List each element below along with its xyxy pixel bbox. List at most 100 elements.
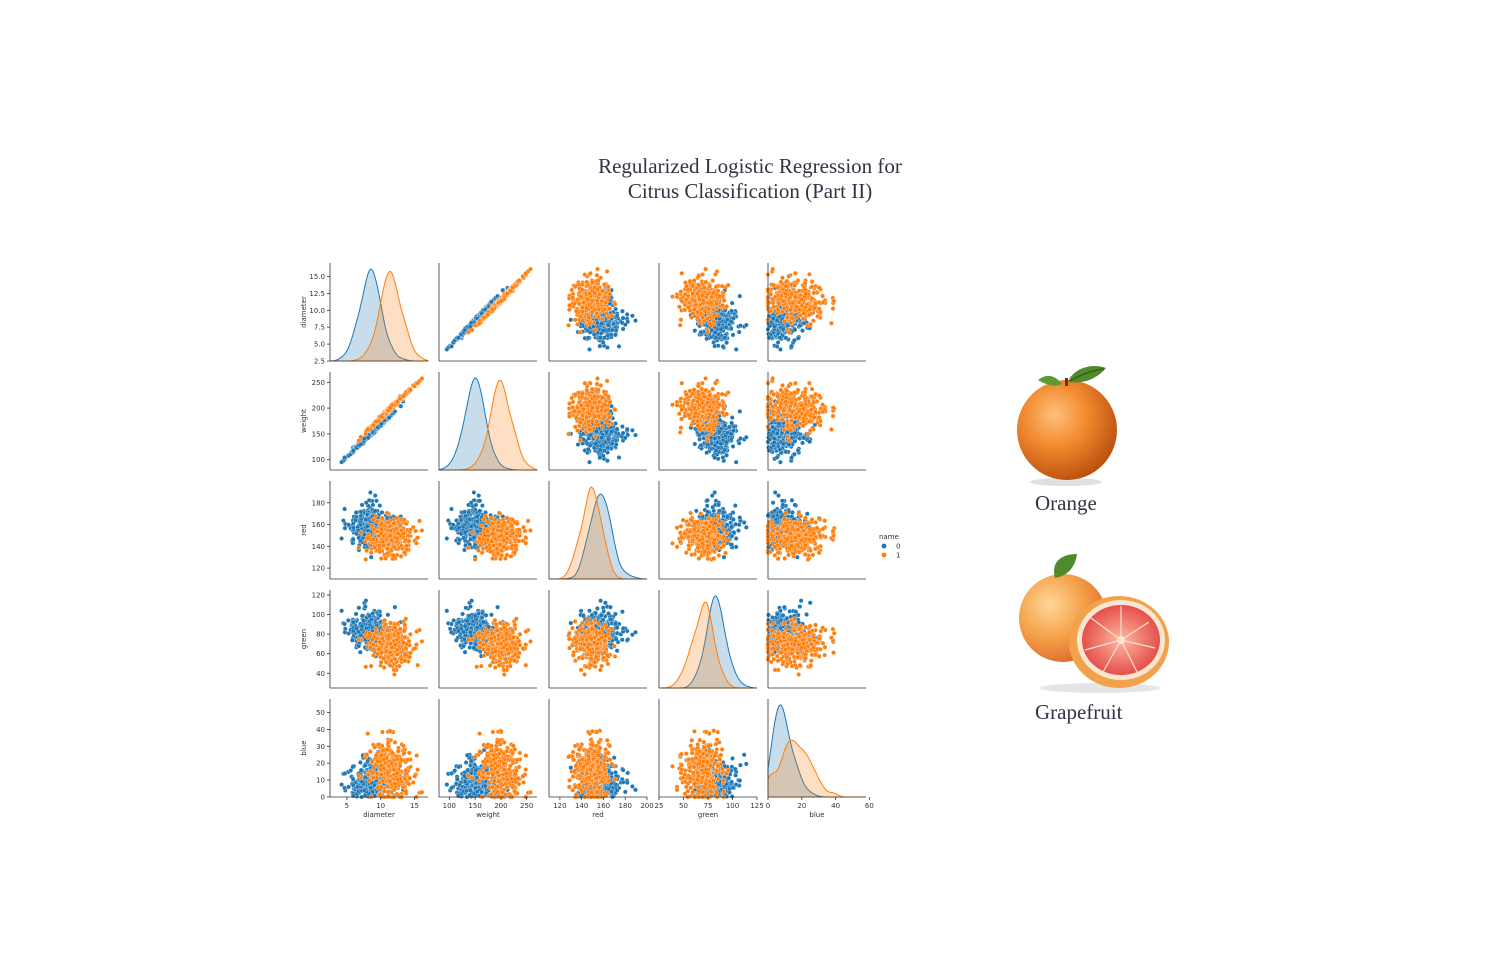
point-class-1 — [578, 313, 583, 319]
point-class-1 — [691, 387, 697, 393]
point-class-0 — [738, 323, 743, 329]
point-class-1 — [711, 399, 716, 405]
point-class-0 — [737, 409, 743, 414]
point-class-1 — [685, 400, 691, 406]
point-class-1 — [807, 307, 813, 312]
point-class-1 — [678, 289, 684, 295]
point-class-0 — [585, 446, 591, 452]
point-class-1 — [771, 282, 777, 288]
point-class-0 — [792, 451, 797, 457]
point-class-0 — [712, 443, 718, 448]
point-class-1 — [603, 311, 609, 317]
point-class-1 — [356, 438, 362, 443]
point-class-1 — [794, 314, 800, 320]
point-class-0 — [774, 431, 780, 436]
point-class-0 — [728, 431, 734, 437]
point-class-0 — [792, 337, 797, 343]
point-class-1 — [711, 290, 716, 296]
point-class-1 — [788, 307, 793, 313]
point-class-1 — [776, 301, 782, 306]
point-class-1 — [679, 270, 685, 276]
point-class-1 — [687, 278, 693, 284]
point-class-1 — [606, 315, 611, 321]
point-class-0 — [772, 324, 777, 330]
point-class-0 — [614, 313, 620, 319]
point-class-1 — [674, 402, 680, 408]
point-class-1 — [713, 380, 718, 386]
point-class-1 — [715, 288, 721, 294]
point-class-1 — [567, 414, 572, 419]
point-class-1 — [690, 419, 696, 424]
point-class-1 — [788, 320, 793, 326]
point-class-1 — [711, 414, 716, 419]
point-class-1 — [584, 415, 590, 420]
point-class-1 — [587, 427, 593, 432]
point-class-0 — [350, 448, 356, 453]
point-class-1 — [692, 405, 697, 411]
point-class-0 — [738, 436, 743, 441]
point-class-0 — [597, 343, 603, 349]
point-class-1 — [371, 422, 376, 428]
point-class-1 — [786, 273, 792, 279]
point-class-1 — [589, 298, 595, 304]
point-class-0 — [386, 415, 392, 421]
point-class-1 — [599, 298, 605, 304]
point-class-1 — [577, 329, 583, 335]
point-class-0 — [789, 455, 794, 461]
point-class-1 — [789, 315, 795, 321]
point-class-0 — [633, 318, 638, 323]
point-class-0 — [807, 439, 813, 445]
point-class-0 — [728, 319, 734, 325]
panel-weight-weight — [438, 372, 538, 471]
point-class-1 — [567, 307, 572, 313]
point-class-0 — [780, 326, 786, 332]
point-class-1 — [820, 300, 826, 305]
point-class-1 — [576, 409, 582, 415]
point-class-1 — [721, 406, 727, 412]
point-class-1 — [690, 283, 695, 289]
point-class-1 — [700, 422, 705, 428]
point-class-0 — [712, 436, 718, 441]
point-class-0 — [733, 347, 739, 352]
point-class-1 — [594, 298, 600, 303]
point-class-0 — [766, 335, 772, 341]
point-class-1 — [400, 393, 406, 399]
point-class-0 — [616, 344, 622, 349]
point-class-0 — [723, 439, 729, 445]
point-class-1 — [504, 291, 510, 296]
point-class-1 — [700, 272, 705, 277]
point-class-1 — [809, 279, 815, 284]
point-class-1 — [674, 294, 680, 300]
point-class-0 — [774, 344, 780, 349]
point-class-1 — [580, 305, 585, 310]
point-class-1 — [587, 320, 593, 326]
point-class-1 — [584, 279, 590, 285]
point-class-1 — [830, 306, 836, 311]
point-class-1 — [696, 282, 702, 288]
point-class-1 — [677, 411, 682, 417]
point-class-0 — [774, 455, 780, 460]
point-class-1 — [802, 280, 808, 286]
point-class-1 — [678, 396, 684, 402]
point-class-1 — [789, 300, 795, 306]
point-class-0 — [620, 308, 625, 314]
point-class-0 — [630, 313, 635, 319]
point-class-1 — [365, 427, 371, 432]
point-class-1 — [799, 296, 805, 302]
point-class-1 — [682, 413, 688, 419]
point-class-1 — [808, 321, 813, 327]
point-class-0 — [339, 459, 344, 465]
point-class-1 — [593, 327, 598, 333]
point-class-1 — [701, 285, 707, 291]
point-class-1 — [485, 312, 490, 318]
point-class-1 — [690, 291, 696, 297]
point-class-1 — [694, 291, 700, 296]
point-class-1 — [582, 380, 588, 386]
point-class-0 — [692, 328, 698, 334]
point-class-0 — [620, 315, 626, 321]
point-class-1 — [703, 376, 708, 381]
point-class-1 — [577, 438, 583, 443]
point-class-1 — [704, 316, 710, 322]
point-class-1 — [784, 315, 790, 320]
point-class-0 — [599, 321, 605, 326]
